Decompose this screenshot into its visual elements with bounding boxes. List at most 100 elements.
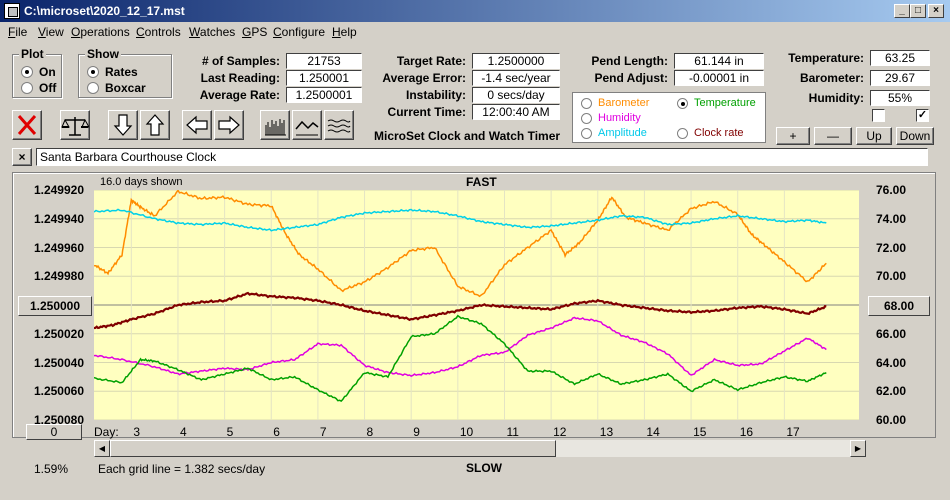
day-tick-label: 9 xyxy=(413,425,420,439)
clear-clock-button[interactable]: × xyxy=(12,148,32,166)
checkbox-2[interactable]: ✓ xyxy=(916,109,929,122)
average-rate-label: Average Rate: xyxy=(199,88,280,102)
close-icon[interactable]: × xyxy=(928,4,944,18)
day-tick-label: 13 xyxy=(599,425,614,439)
scroll-left-icon[interactable]: ◀ xyxy=(94,440,110,457)
arrow-left-button[interactable] xyxy=(182,110,212,140)
day-tick-label: 12 xyxy=(553,425,567,439)
day-tick-label: 17 xyxy=(786,425,800,439)
show-rates-label: Rates xyxy=(105,65,138,79)
checkbox-1[interactable] xyxy=(872,109,885,122)
balance-button[interactable] xyxy=(60,110,90,140)
app-icon[interactable] xyxy=(4,3,20,19)
clock-name-field[interactable]: Santa Barbara Courthouse Clock xyxy=(36,148,928,166)
radio-icon xyxy=(581,112,592,124)
arrow-up-button[interactable] xyxy=(140,110,170,140)
up-button[interactable]: Up xyxy=(856,127,892,145)
rate-plot[interactable] xyxy=(94,190,859,420)
menu-gps[interactable]: GPS xyxy=(242,25,268,39)
delete-button[interactable] xyxy=(12,110,42,140)
humidity-radio[interactable]: Humidity xyxy=(581,112,641,124)
center-temp-button[interactable]: 68.00 xyxy=(868,296,930,316)
series-line-1 xyxy=(94,190,827,298)
wave-lines-icon xyxy=(327,119,351,133)
show-boxcar-radio[interactable]: Boxcar xyxy=(87,81,146,95)
series-line-3 xyxy=(94,316,827,377)
temperature-label: Temperature xyxy=(694,97,756,109)
bar-graph-button[interactable] xyxy=(260,110,290,140)
average-error-label: Average Error: xyxy=(382,71,466,85)
day-tick-label: 8 xyxy=(366,425,374,439)
y-left-tick-label: 1.250020 xyxy=(33,326,84,341)
y-right-tick-label: 66.00 xyxy=(876,326,907,341)
scroll-right-icon[interactable]: ▶ xyxy=(850,440,866,457)
arrow-down-button[interactable] xyxy=(108,110,138,140)
pend-length-field[interactable]: 61.144 in xyxy=(674,53,764,69)
day-tick-label: 10 xyxy=(459,425,474,439)
humidity-field: 55% xyxy=(870,90,930,106)
clock-rate-label: Clock rate xyxy=(694,127,744,139)
plot-on-radio[interactable]: On xyxy=(21,65,56,79)
arrow-down-icon xyxy=(113,114,133,136)
target-rate-field[interactable]: 1.2500000 xyxy=(472,53,560,69)
radio-selected-icon xyxy=(677,97,688,109)
window-title: C:\microset\2020_12_17.mst xyxy=(24,4,185,18)
plot-off-label: Off xyxy=(39,81,57,95)
series-line-0 xyxy=(94,291,827,330)
minimize-icon[interactable]: _ xyxy=(894,4,910,18)
title-bar[interactable]: C:\microset\2020_12_17.mst _ □ × xyxy=(0,0,950,22)
maximize-icon[interactable]: □ xyxy=(910,4,926,18)
series-line-2 xyxy=(94,208,827,232)
minus-button[interactable]: — xyxy=(814,127,852,145)
barometer-field: 29.67 xyxy=(870,70,930,86)
arrow-right-icon xyxy=(218,115,240,135)
day-tick-label: 7 xyxy=(319,425,327,439)
clock-rate-radio[interactable]: Clock rate xyxy=(677,127,744,139)
radio-selected-icon xyxy=(21,66,33,78)
menu-help[interactable]: Help xyxy=(332,25,357,39)
y-right-tick-label: 72.00 xyxy=(876,240,907,255)
temperature-radio[interactable]: Temperature xyxy=(677,97,756,109)
line-graph-button[interactable] xyxy=(292,110,322,140)
day-tick-label: 16 xyxy=(739,425,754,439)
day-tick-label: 4 xyxy=(179,425,187,439)
radio-icon xyxy=(677,127,688,139)
menu-operations[interactable]: Operations xyxy=(71,25,130,39)
y-right-tick-label: 76.00 xyxy=(876,183,907,197)
y-right-tick-label: 60.00 xyxy=(876,413,907,427)
amplitude-radio[interactable]: Amplitude xyxy=(581,127,647,139)
radio-icon xyxy=(581,127,592,139)
time-scrollbar[interactable]: ◀ ▶ xyxy=(94,440,866,457)
barometer-radio[interactable]: Barometer xyxy=(581,97,649,109)
y-left-tick-label: 1.249940 xyxy=(33,211,84,226)
day-tick-label: 11 xyxy=(506,425,519,439)
down-button[interactable]: Down xyxy=(896,127,934,145)
radio-icon xyxy=(581,97,592,109)
menu-file[interactable]: File xyxy=(8,25,28,39)
arrow-left-icon xyxy=(186,115,208,135)
scroll-thumb[interactable] xyxy=(110,440,556,457)
show-group: Show Rates Boxcar xyxy=(78,47,172,98)
menu-controls[interactable]: Controls xyxy=(136,25,181,39)
y-right-tick-label: 74.00 xyxy=(876,211,907,226)
barometer-label: Barometer xyxy=(598,97,650,109)
y-right-tick-label: 70.00 xyxy=(876,269,907,284)
average-error-field: -1.4 sec/year xyxy=(472,70,560,86)
current-time-field: 12:00:40 AM xyxy=(472,104,560,120)
offset-button[interactable]: 0 xyxy=(26,424,82,440)
menu-view[interactable]: View xyxy=(38,25,64,39)
wave-graph-button[interactable] xyxy=(324,110,354,140)
series-line-4 xyxy=(94,314,827,403)
center-rate-button[interactable]: 1.250000 xyxy=(18,296,92,316)
plot-off-radio[interactable]: Off xyxy=(21,81,56,95)
graph-panel xyxy=(12,172,936,438)
menu-watches[interactable]: Watches xyxy=(189,25,236,39)
arrow-right-button[interactable] xyxy=(214,110,244,140)
radio-icon xyxy=(87,82,99,94)
y-left-tick-label: 1.250080 xyxy=(33,413,84,427)
pend-adjust-field: -0.00001 in xyxy=(674,70,764,86)
y-left-tick-label: 1.249980 xyxy=(33,269,84,284)
menu-configure[interactable]: Configure xyxy=(273,25,326,39)
show-rates-radio[interactable]: Rates xyxy=(87,65,138,79)
plus-button[interactable]: + xyxy=(776,127,810,145)
